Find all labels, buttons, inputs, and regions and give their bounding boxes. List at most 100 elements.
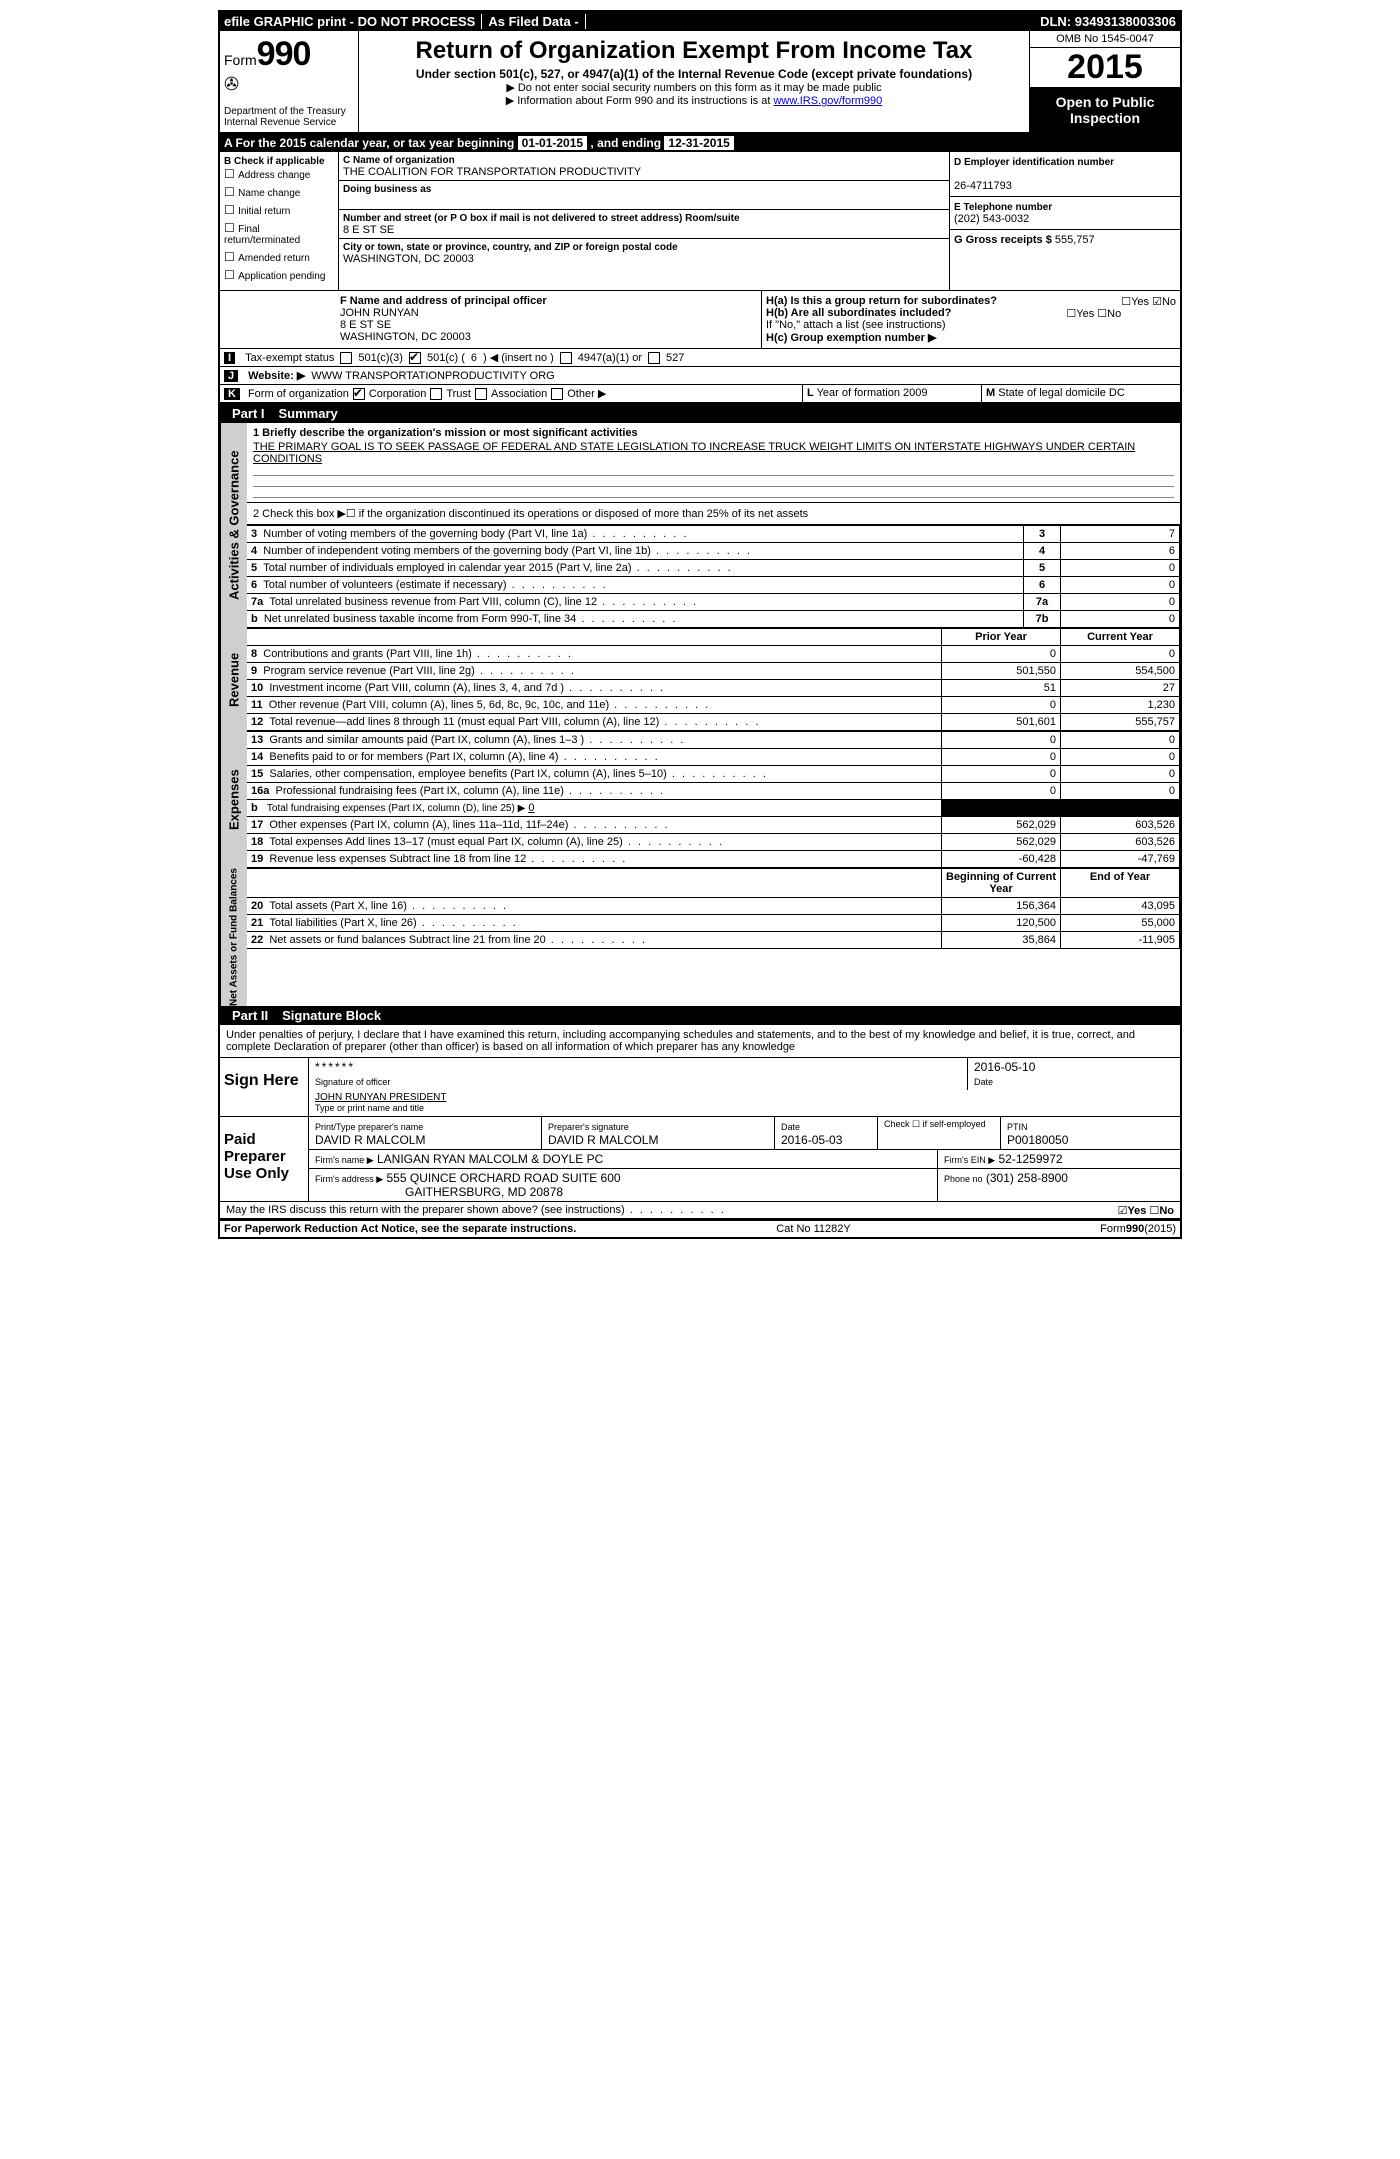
- data-line: 11 Other revenue (Part VIII, column (A),…: [247, 697, 1180, 714]
- gov-line: 3 Number of voting members of the govern…: [247, 526, 1180, 543]
- line-2: 2 Check this box ▶☐ if the organization …: [247, 503, 1180, 525]
- col-b: B Check if applicable Address change Nam…: [220, 152, 339, 290]
- year-begin: 01-01-2015: [518, 136, 587, 150]
- ein: 26-4711793: [954, 180, 1012, 192]
- col-c: C Name of organization THE COALITION FOR…: [339, 152, 950, 290]
- gov-line: 4 Number of independent voting members o…: [247, 543, 1180, 560]
- asfiled-label: As Filed Data -: [488, 14, 585, 29]
- form-990-page: efile GRAPHIC print - DO NOT PROCESS As …: [218, 10, 1182, 1239]
- dept-label: Department of the Treasury: [224, 106, 354, 117]
- paid-preparer-row: Paid Preparer Use Only Print/Type prepar…: [220, 1117, 1180, 1202]
- website: WWW TRANSPORTATIONPRODUCTIVITY ORG: [311, 370, 554, 382]
- footer: For Paperwork Reduction Act Notice, see …: [220, 1220, 1180, 1237]
- chk-final-return[interactable]: Final return/terminated: [224, 221, 334, 246]
- data-line: 20 Total assets (Part X, line 16)156,364…: [247, 898, 1180, 915]
- chk-other[interactable]: [551, 388, 563, 400]
- gov-line: 6 Total number of volunteers (estimate i…: [247, 577, 1180, 594]
- org-name: THE COALITION FOR TRANSPORTATION PRODUCT…: [343, 166, 641, 178]
- chk-trust[interactable]: [430, 388, 442, 400]
- net-assets-section: Net Assets or Fund Balances Beginning of…: [220, 868, 1180, 1006]
- discuss-row: May the IRS discuss this return with the…: [220, 1202, 1180, 1220]
- perjury-text: Under penalties of perjury, I declare th…: [220, 1025, 1180, 1058]
- open-inspection: Open to Public Inspection: [1030, 88, 1180, 132]
- officer-addr2: WASHINGTON, DC 20003: [340, 331, 471, 343]
- gov-line: 7a Total unrelated business revenue from…: [247, 594, 1180, 611]
- chk-initial-return[interactable]: Initial return: [224, 203, 334, 217]
- city: WASHINGTON, DC 20003: [343, 253, 474, 265]
- net-assets-table: Beginning of Current YearEnd of Year 20 …: [247, 868, 1180, 949]
- part2-bar: Part II Signature Block: [220, 1006, 1180, 1025]
- data-line: 10 Investment income (Part VIII, column …: [247, 680, 1180, 697]
- side-ag: Activities & Governance: [220, 423, 247, 628]
- gov-line: b Net unrelated business taxable income …: [247, 611, 1180, 628]
- chk-527[interactable]: [648, 352, 660, 364]
- form-word: Form: [224, 52, 257, 68]
- data-line: 8 Contributions and grants (Part VIII, l…: [247, 646, 1180, 663]
- gov-table: 3 Number of voting members of the govern…: [247, 525, 1180, 628]
- form-title: Return of Organization Exempt From Incom…: [367, 37, 1021, 65]
- revenue-section: Revenue Prior YearCurrent Year 8 Contrib…: [220, 628, 1180, 731]
- form-number: 990: [257, 35, 311, 73]
- mission-text: THE PRIMARY GOAL IS TO SEEK PASSAGE OF F…: [253, 441, 1174, 465]
- data-line: 16a Professional fundraising fees (Part …: [247, 783, 1180, 800]
- col-de: D Employer identification number 26-4711…: [950, 152, 1180, 290]
- tax-year: 2015: [1030, 48, 1180, 88]
- top-bar: efile GRAPHIC print - DO NOT PROCESS As …: [220, 12, 1180, 31]
- chk-address-change[interactable]: Address change: [224, 167, 334, 181]
- header-right: OMB No 1545-0047 2015 Open to Public Ins…: [1029, 31, 1180, 132]
- revenue-table: Prior YearCurrent Year 8 Contributions a…: [247, 628, 1180, 731]
- year-end: 12-31-2015: [664, 136, 733, 150]
- chk-501c3[interactable]: [340, 352, 352, 364]
- row-fh: F Name and address of principal officer …: [220, 291, 1180, 349]
- efile-label: efile GRAPHIC print - DO NOT PROCESS: [224, 14, 482, 29]
- irs-link[interactable]: www.IRS.gov/form990: [773, 95, 882, 107]
- chk-501c[interactable]: [409, 352, 421, 364]
- irs-eagle-icon: ✇: [224, 74, 354, 95]
- street: 8 E ST SE: [343, 224, 394, 236]
- note-link: ▶ Information about Form 990 and its ins…: [367, 94, 1021, 107]
- note-ssn: ▶ Do not enter social security numbers o…: [367, 81, 1021, 94]
- data-line: 21 Total liabilities (Part X, line 26)12…: [247, 915, 1180, 932]
- chk-assoc[interactable]: [475, 388, 487, 400]
- header-left: Form990 ✇ Department of the Treasury Int…: [220, 31, 359, 132]
- chk-name-change[interactable]: Name change: [224, 185, 334, 199]
- omb-number: OMB No 1545-0047: [1030, 31, 1180, 48]
- chk-4947[interactable]: [560, 352, 572, 364]
- line-16b: b Total fundraising expenses (Part IX, c…: [247, 800, 1180, 817]
- row-k: K Form of organization Corporation Trust…: [220, 385, 1180, 404]
- header: Form990 ✇ Department of the Treasury Int…: [220, 31, 1180, 134]
- gov-line: 5 Total number of individuals employed i…: [247, 560, 1180, 577]
- row-i: I Tax-exempt status 501(c)(3) 501(c) (6)…: [220, 349, 1180, 367]
- side-rev: Revenue: [220, 628, 247, 731]
- officer-name: JOHN RUNYAN: [340, 307, 419, 319]
- expenses-section: Expenses 13 Grants and similar amounts p…: [220, 731, 1180, 868]
- dln: DLN: 93493138003306: [1040, 14, 1176, 29]
- block-bcde: B Check if applicable Address change Nam…: [220, 152, 1180, 291]
- officer-addr1: 8 E ST SE: [340, 319, 391, 331]
- phone: (202) 543-0032: [954, 213, 1029, 225]
- header-mid: Return of Organization Exempt From Incom…: [359, 31, 1029, 132]
- side-exp: Expenses: [220, 731, 247, 868]
- chk-corp[interactable]: [353, 388, 365, 400]
- form-subtitle: Under section 501(c), 527, or 4947(a)(1)…: [367, 67, 1021, 81]
- data-line: 22 Net assets or fund balances Subtract …: [247, 932, 1180, 949]
- data-line: 14 Benefits paid to or for members (Part…: [247, 749, 1180, 766]
- row-j: J Website: ▶ WWW TRANSPORTATIONPRODUCTIV…: [220, 367, 1180, 385]
- data-line: 15 Salaries, other compensation, employe…: [247, 766, 1180, 783]
- chk-pending[interactable]: Application pending: [224, 268, 334, 282]
- chk-amended[interactable]: Amended return: [224, 250, 334, 264]
- data-line: 12 Total revenue—add lines 8 through 11 …: [247, 714, 1180, 731]
- data-line: 13 Grants and similar amounts paid (Part…: [247, 732, 1180, 749]
- irs-label: Internal Revenue Service: [224, 117, 354, 128]
- activities-governance: Activities & Governance 1 Briefly descri…: [220, 423, 1180, 628]
- gross-receipts: 555,757: [1055, 234, 1095, 246]
- sign-here-row: Sign Here ****** Signature of officer 20…: [220, 1058, 1180, 1117]
- data-line: 17 Other expenses (Part IX, column (A), …: [247, 817, 1180, 834]
- data-line: 9 Program service revenue (Part VIII, li…: [247, 663, 1180, 680]
- row-a: A For the 2015 calendar year, or tax yea…: [220, 134, 1180, 152]
- expenses-table: 13 Grants and similar amounts paid (Part…: [247, 731, 1180, 868]
- side-nab: Net Assets or Fund Balances: [220, 868, 247, 1006]
- data-line: 18 Total expenses Add lines 13–17 (must …: [247, 834, 1180, 851]
- part1-bar: Part I Summary: [220, 404, 1180, 423]
- officer-name-title: JOHN RUNYAN PRESIDENT: [315, 1092, 447, 1103]
